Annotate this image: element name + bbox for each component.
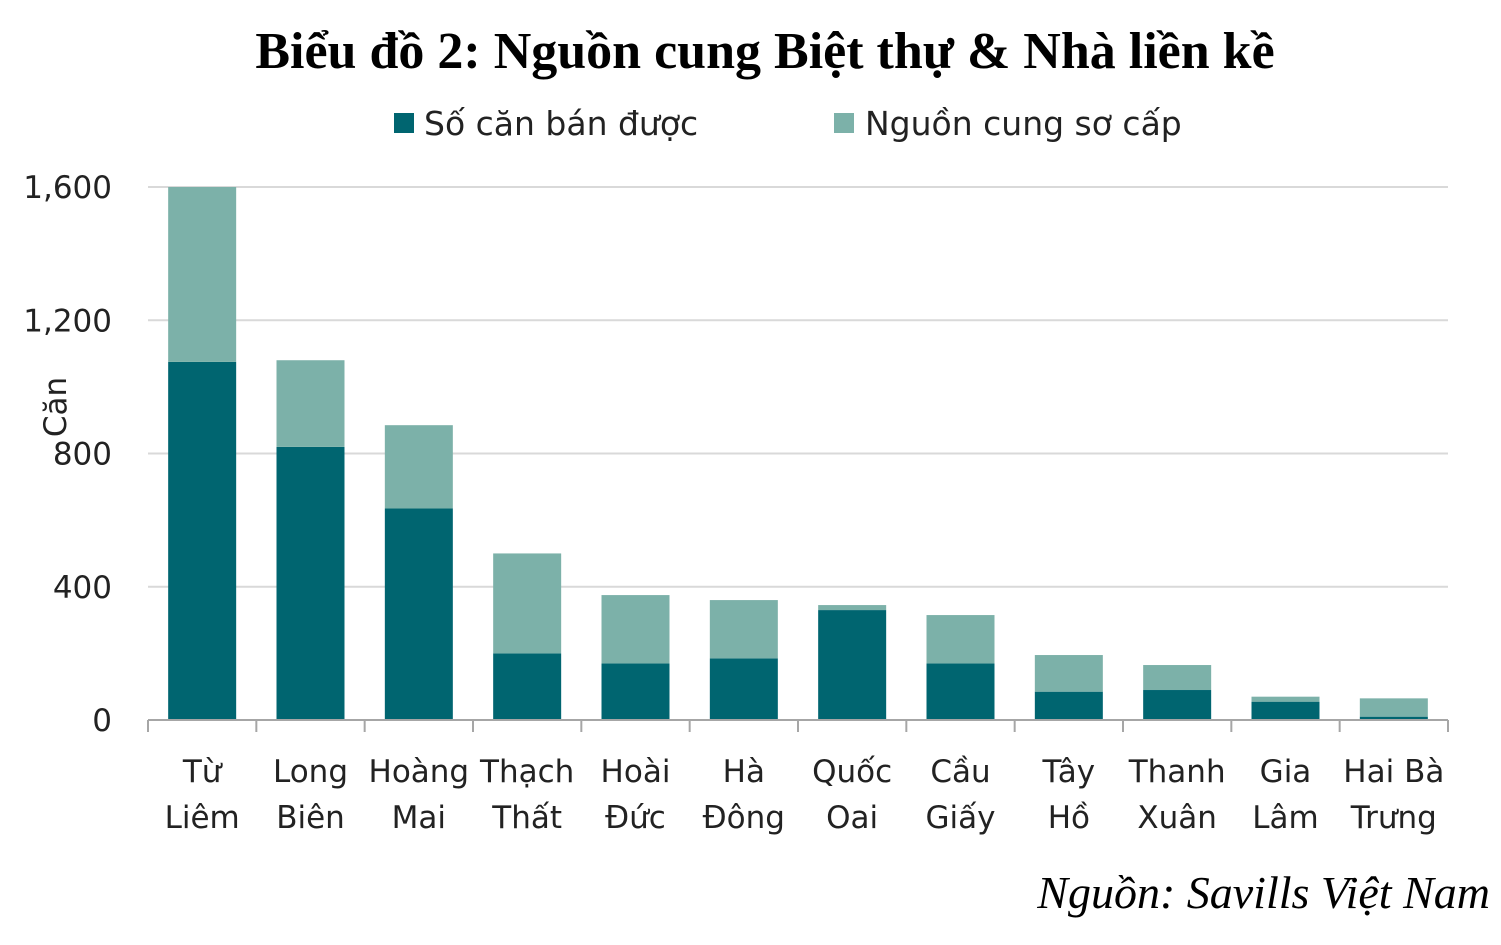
chart-title: Biểu đồ 2: Nguồn cung Biệt thự & Nhà liề… bbox=[255, 23, 1274, 80]
bar-sold-8 bbox=[1034, 691, 1103, 720]
x-category-label-line: Thất bbox=[491, 800, 562, 836]
bar-primary-supply-0 bbox=[168, 187, 237, 362]
x-category-label: Hai Bà Trưng bbox=[1343, 754, 1444, 836]
bar-sold-0 bbox=[168, 361, 237, 720]
x-category-label: Từ Liêm bbox=[165, 754, 240, 836]
x-category-label-line: Mai bbox=[392, 800, 446, 836]
x-category-label: Cầu Giấy bbox=[926, 754, 996, 836]
x-category-label-line: Long bbox=[273, 754, 348, 790]
x-category-label-line: Liêm bbox=[165, 800, 240, 836]
x-category-label: Hoài Đức bbox=[601, 754, 671, 836]
gridlines bbox=[148, 186, 1448, 588]
x-category-label: Hà Đông bbox=[703, 754, 785, 836]
x-category-label-line: Hoài bbox=[601, 754, 671, 790]
x-category-label-line: Trưng bbox=[1350, 800, 1437, 836]
legend-swatch-sold bbox=[394, 113, 414, 133]
x-category-label-line: Quốc bbox=[812, 754, 892, 790]
y-tick-label: 0 bbox=[92, 703, 112, 739]
legend-label-sold: Số căn bán được bbox=[424, 104, 698, 143]
x-category-label: Tây Hồ bbox=[1041, 754, 1095, 836]
legend: Số căn bán được Nguồn cung sơ cấp bbox=[394, 104, 1182, 143]
x-category-label-line: Tây bbox=[1041, 754, 1095, 790]
bar-sold-9 bbox=[1143, 690, 1212, 720]
x-category-label-line: Hà bbox=[723, 754, 765, 790]
x-category-label: Long Biên bbox=[273, 754, 348, 836]
x-category-label-line: Thanh bbox=[1128, 754, 1226, 790]
x-category-label-line: Đông bbox=[703, 800, 785, 836]
x-axis bbox=[147, 719, 1449, 732]
bars bbox=[168, 187, 1428, 720]
bar-primary-supply-4 bbox=[601, 595, 670, 664]
x-category-label-line: Giấy bbox=[926, 800, 996, 836]
y-axis-label: Căn bbox=[38, 377, 74, 437]
x-category-label-line: Xuân bbox=[1137, 800, 1217, 836]
x-category-label-line: Oai bbox=[826, 800, 878, 836]
y-tick-label: 1,200 bbox=[23, 303, 112, 339]
y-tick-label: 1,600 bbox=[23, 170, 112, 206]
bar-primary-supply-3 bbox=[493, 553, 562, 654]
bar-primary-supply-11 bbox=[1359, 698, 1428, 717]
source-note: Nguồn: Savills Việt Nam bbox=[1036, 867, 1490, 918]
x-category-label-line: Thạch bbox=[479, 754, 574, 790]
legend-label-primary-supply: Nguồn cung sơ cấp bbox=[865, 104, 1182, 143]
bar-primary-supply-6 bbox=[818, 605, 887, 611]
y-tick-label: 400 bbox=[53, 570, 112, 606]
bar-primary-supply-9 bbox=[1143, 665, 1212, 691]
x-category-label: Hoàng Mai bbox=[369, 754, 470, 836]
bar-primary-supply-8 bbox=[1034, 655, 1103, 692]
x-category-label: Thạch Thất bbox=[479, 754, 574, 836]
bar-primary-supply-7 bbox=[926, 615, 995, 664]
bar-sold-2 bbox=[384, 508, 453, 720]
bar-primary-supply-1 bbox=[276, 360, 345, 447]
x-category-label-line: Biên bbox=[276, 800, 345, 836]
x-category-label-line: Từ bbox=[182, 754, 223, 790]
x-category-label: Quốc Oai bbox=[812, 754, 892, 836]
x-category-label-line: Hai Bà bbox=[1343, 754, 1444, 790]
x-category-label-line: Cầu bbox=[930, 754, 990, 790]
bar-sold-6 bbox=[818, 610, 887, 720]
bar-sold-4 bbox=[601, 663, 670, 720]
bar-primary-supply-2 bbox=[384, 425, 453, 509]
bar-primary-supply-10 bbox=[1251, 696, 1320, 702]
bar-sold-1 bbox=[276, 446, 345, 720]
y-axis-ticks: 0 400 800 1,200 1,600 bbox=[23, 170, 112, 739]
bar-sold-5 bbox=[709, 658, 778, 720]
y-tick-label: 800 bbox=[53, 437, 112, 473]
bar-sold-11 bbox=[1359, 716, 1428, 720]
x-axis-labels: Từ Liêm Long Biên Hoàng Mai Thạch Thất Hoài Đức Hà… bbox=[165, 754, 1445, 836]
x-category-label-line: Gia bbox=[1260, 754, 1312, 790]
legend-swatch-primary-supply bbox=[834, 113, 854, 133]
bar-sold-3 bbox=[493, 653, 562, 720]
x-category-label-line: Hồ bbox=[1048, 800, 1090, 836]
x-category-label: Thanh Xuân bbox=[1128, 754, 1226, 836]
x-category-label-line: Đức bbox=[605, 800, 666, 836]
bar-primary-supply-5 bbox=[709, 600, 778, 659]
x-category-label-line: Hoàng bbox=[369, 754, 470, 790]
x-category-label-line: Lâm bbox=[1252, 800, 1318, 836]
bar-sold-10 bbox=[1251, 701, 1320, 720]
bar-sold-7 bbox=[926, 663, 995, 720]
x-category-label: Gia Lâm bbox=[1252, 754, 1318, 836]
